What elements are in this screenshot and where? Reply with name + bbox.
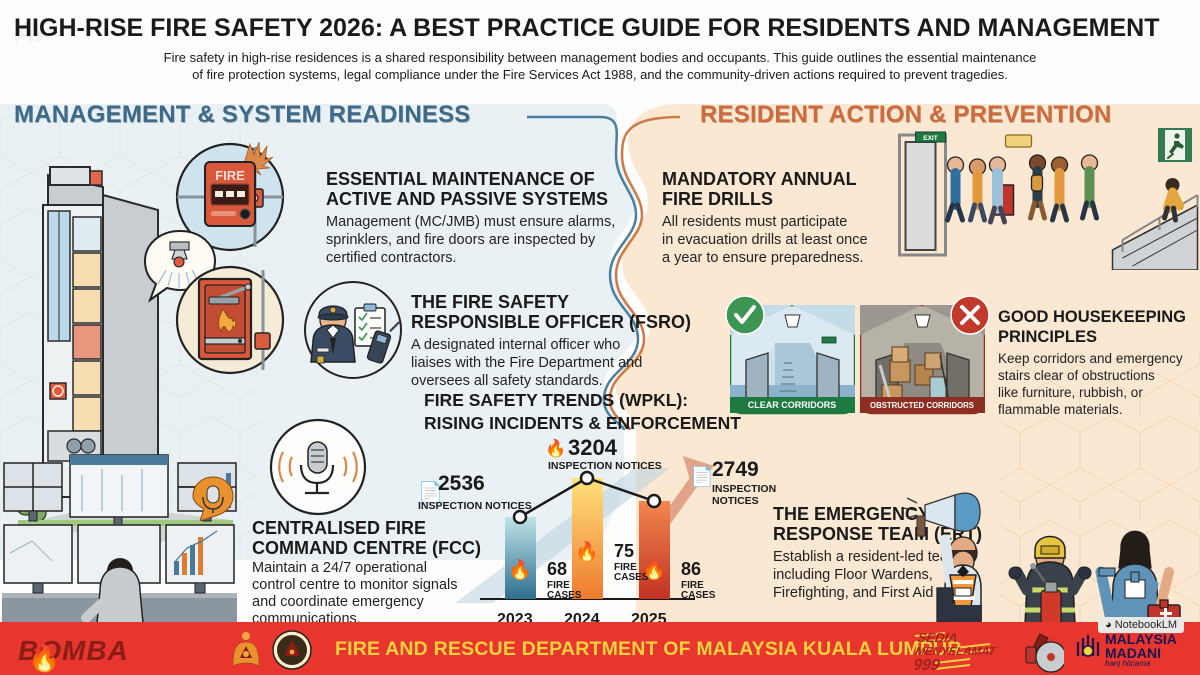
svg-text:FIRE: FIRE [215, 168, 245, 183]
svg-text:75: 75 [614, 541, 634, 561]
svg-text:86: 86 [681, 559, 701, 579]
svg-text:CASES: CASES [681, 590, 716, 601]
svg-text:🔥: 🔥 [575, 540, 599, 563]
svg-text:🔥: 🔥 [642, 558, 666, 581]
svg-text:68: 68 [547, 559, 567, 579]
svg-text:999: 999 [915, 656, 941, 673]
svg-text:SEDIA: SEDIA [916, 630, 958, 645]
svg-text:EXIT: EXIT [923, 135, 937, 142]
svg-text:CLEAR CORRIDORS: CLEAR CORRIDORS [748, 400, 837, 410]
svg-text:OBSTRUCTED CORRIDORS: OBSTRUCTED CORRIDORS [870, 401, 974, 410]
svg-text:🔥: 🔥 [508, 558, 532, 581]
svg-text:CASES: CASES [547, 590, 582, 601]
